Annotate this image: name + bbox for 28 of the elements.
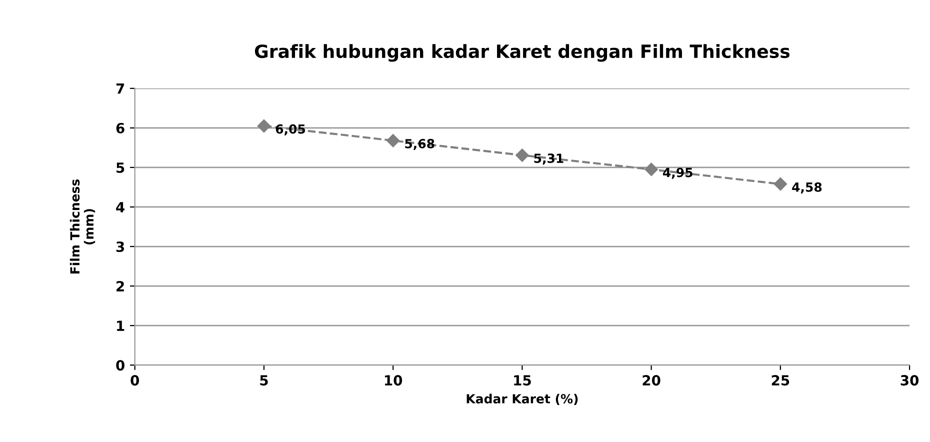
y-tick-label: 3 [116, 241, 124, 252]
text: 4,58 [792, 182, 822, 194]
x-tick-label: 10 [384, 375, 402, 386]
point [644, 162, 658, 176]
y-axis-title: Film Thicness (mm) [70, 179, 96, 274]
y-tick-label: 5 [116, 162, 124, 173]
x-tick-label: 25 [772, 375, 790, 386]
x-tick-label: 20 [642, 375, 660, 386]
x-axis-title: Kadar Karet (%) [466, 394, 578, 405]
y-tick-label: 7 [116, 84, 124, 94]
text: 6,05 [276, 124, 306, 136]
text: 4,95 [662, 168, 692, 179]
x-tick-label: 5 [260, 375, 268, 386]
y-tick-label: 6 [116, 122, 124, 134]
y-tick-label: 1 [117, 320, 124, 331]
y-tick-label: 2 [116, 281, 124, 292]
x-tick-label: 30 [900, 375, 919, 386]
point [386, 134, 400, 148]
point [257, 119, 271, 133]
chart-title: Grafik hubungan kadar Karet dengan Film Thickness [254, 44, 790, 62]
x-tick-label: 0 [130, 375, 140, 386]
text: 5,68 [405, 138, 434, 150]
y-tick-label: 0 [116, 360, 124, 371]
point [774, 177, 788, 191]
text: 5,31 [534, 154, 564, 165]
y-tick-label: 4 [116, 202, 124, 212]
point [516, 148, 529, 162]
x-tick-label: 15 [514, 375, 531, 386]
